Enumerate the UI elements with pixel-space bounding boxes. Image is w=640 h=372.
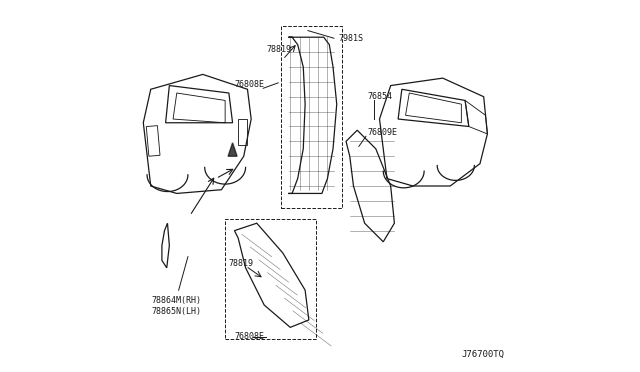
Text: 76808E: 76808E xyxy=(234,80,264,89)
Text: 78864M(RH): 78864M(RH) xyxy=(152,296,202,305)
Text: 78865N(LH): 78865N(LH) xyxy=(152,307,202,316)
Text: 78819: 78819 xyxy=(229,259,254,268)
Text: 76808E: 76808E xyxy=(234,332,264,341)
Text: 76809E: 76809E xyxy=(367,128,397,137)
Text: 7981S: 7981S xyxy=(339,34,364,43)
Bar xyxy=(147,126,160,156)
Bar xyxy=(238,119,248,145)
Text: 76854: 76854 xyxy=(367,92,392,100)
FancyArrow shape xyxy=(228,143,237,156)
Text: J76700TQ: J76700TQ xyxy=(461,350,504,359)
Text: 78819: 78819 xyxy=(266,45,291,54)
